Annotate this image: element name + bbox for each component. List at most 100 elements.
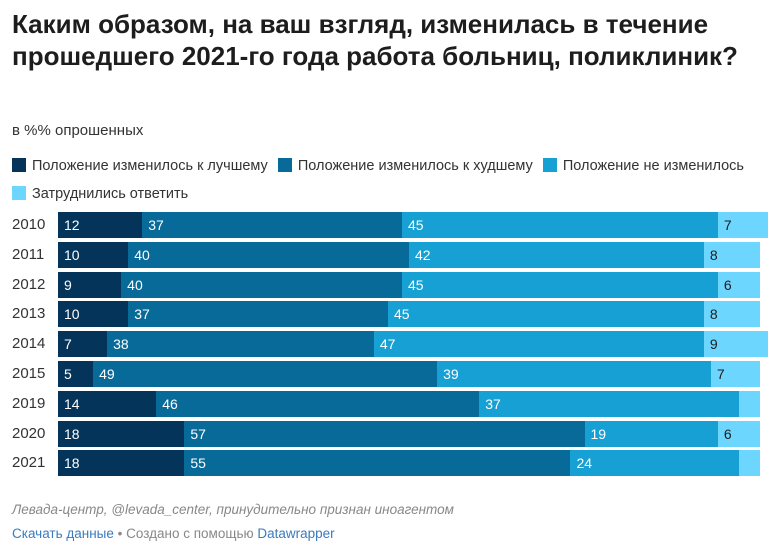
bar-segment-2010-1 (58, 212, 143, 238)
data-label-2013-3: 45 (393, 306, 410, 323)
data-label-2013-4: 8 (709, 306, 718, 323)
data-label-2020-1: 18 (64, 425, 80, 442)
year-label-2011: 2011 (12, 245, 45, 263)
data-label-2015-1: 5 (64, 366, 72, 382)
bar-segment-2012-4 (717, 271, 761, 298)
legend-swatch (12, 158, 26, 172)
bar-segment-2012-3 (401, 271, 719, 298)
data-label-2020-2: 57 (190, 425, 206, 442)
data-label-2015-4: 7 (716, 366, 725, 382)
data-label-2014-4: 9 (709, 336, 718, 353)
data-label-2011-4: 8 (709, 246, 718, 263)
legend-item-undecided: Затруднились ответить (12, 180, 188, 208)
chart-subtitle: в %% опрошенных (12, 122, 144, 139)
data-label-2011-1: 10 (64, 246, 80, 263)
legend-label: Положение изменилось к худшему (297, 158, 533, 174)
legend-swatch (277, 158, 292, 172)
bar-segment-2012-2 (121, 271, 403, 298)
year-label-2014: 2014 (12, 335, 46, 353)
bar-segment-2010-3 (401, 212, 719, 238)
legend-label: Затруднились ответить (32, 186, 189, 202)
chart-legend: Положение изменилось к лучшему Положение… (12, 152, 752, 208)
data-label-2021-1: 18 (64, 455, 80, 472)
bar-segment-2014-4 (703, 331, 768, 358)
source-note: Левада-центр, @levada_center, принудител… (12, 502, 454, 517)
legend-label: Положение не изменилось (562, 158, 744, 174)
data-label-2014-2: 38 (113, 336, 129, 353)
bar-segment-2011-1 (58, 241, 129, 268)
bar-segment-2014-1 (58, 331, 108, 358)
data-label-2019-3: 37 (485, 395, 501, 412)
data-label-2020-3: 19 (590, 425, 607, 442)
data-label-2011-3: 42 (415, 246, 431, 263)
bar-segment-2011-3 (409, 241, 705, 268)
data-label-2021-2: 55 (190, 455, 206, 472)
data-label-2015-3: 39 (443, 366, 459, 382)
year-label-2021: 2021 (12, 454, 46, 472)
data-label-2014-3: 47 (379, 336, 396, 353)
data-label-2021-3: 24 (576, 455, 593, 472)
bar-segment-2013-3 (387, 301, 705, 328)
bar-segment-2010-4 (717, 212, 768, 238)
bar-segment-2020-3 (584, 420, 719, 447)
bar-segment-2011-4 (703, 241, 761, 268)
chart-title: Каким образом, на ваш взгляд, изменилась… (12, 9, 738, 71)
data-label-2012-2: 40 (127, 276, 143, 293)
data-label-2011-2: 40 (134, 246, 150, 263)
legend-item-unchanged: Положение не изменилось (542, 152, 744, 180)
bar-segment-2020-1 (58, 420, 185, 447)
year-label-2019: 2019 (12, 394, 46, 412)
year-label-2010: 2010 (12, 216, 46, 233)
bar-segment-2019-4 (738, 390, 761, 417)
data-label-2010-2: 37 (148, 217, 164, 233)
data-label-2012-3: 45 (407, 276, 424, 293)
data-label-2010-4: 7 (723, 217, 732, 233)
data-label-2010-1: 12 (64, 217, 80, 233)
bar-segment-2013-4 (703, 301, 761, 328)
bar-segment-2015-3 (437, 361, 712, 387)
bar-segment-2015-1 (58, 361, 94, 387)
bar-segment-2021-4 (738, 450, 761, 477)
data-label-2012-1: 9 (64, 276, 72, 293)
footer-links: Скачать данные • Создано с помощью Dataw… (12, 526, 335, 541)
bar-segment-2010-2 (142, 212, 403, 238)
bar-segment-2014-3 (373, 331, 705, 358)
bar-segment-2014-2 (107, 331, 375, 358)
legend-swatch (542, 158, 557, 172)
year-label-2013: 2013 (12, 305, 46, 323)
data-label-2012-4: 6 (723, 276, 732, 293)
bar-segment-2021-3 (570, 450, 740, 477)
datawrapper-link[interactable]: Datawrapper (257, 526, 335, 541)
legend-swatch (12, 186, 26, 200)
bar-segment-2019-2 (156, 390, 480, 417)
download-data-link[interactable]: Скачать данные (12, 526, 114, 541)
footer-separator: • Создано с помощью (117, 526, 254, 541)
legend-item-better: Положение изменилось к лучшему (12, 152, 268, 180)
bar-segment-2020-4 (717, 420, 761, 447)
data-label-2013-2: 37 (134, 306, 150, 323)
data-label-2019-1: 14 (64, 395, 80, 412)
bar-segment-2015-4 (710, 361, 761, 387)
bar-segment-2013-2 (128, 301, 389, 328)
year-label-2020: 2020 (12, 424, 46, 442)
stacked-bar-chart: 2010 12 37 45 7 2011 10 40 42 8 2012 9 40 45 6 2013 10 37… (0, 208, 770, 480)
bar-segment-2020-2 (184, 420, 585, 447)
bar-segment-2012-1 (58, 271, 122, 298)
bar-segment-2015-2 (93, 361, 438, 387)
bar-segment-2019-3 (479, 390, 740, 417)
bar-segment-2013-1 (58, 301, 129, 328)
data-label-2013-1: 10 (64, 306, 80, 323)
bar-segment-2021-2 (184, 450, 571, 477)
bar-segment-2021-1 (58, 450, 185, 477)
data-label-2020-4: 6 (723, 425, 732, 442)
year-label-2015: 2015 (12, 365, 46, 382)
bar-segment-2019-1 (58, 390, 157, 417)
data-label-2019-2: 46 (162, 395, 178, 412)
legend-item-worse: Положение изменилось к худшему (277, 152, 533, 180)
data-label-2015-2: 49 (99, 366, 115, 382)
data-label-2010-3: 45 (407, 217, 424, 233)
bar-segment-2011-2 (128, 241, 410, 268)
year-label-2012: 2012 (12, 275, 46, 293)
data-label-2014-1: 7 (64, 336, 72, 353)
legend-label: Положение изменилось к лучшему (32, 158, 268, 174)
